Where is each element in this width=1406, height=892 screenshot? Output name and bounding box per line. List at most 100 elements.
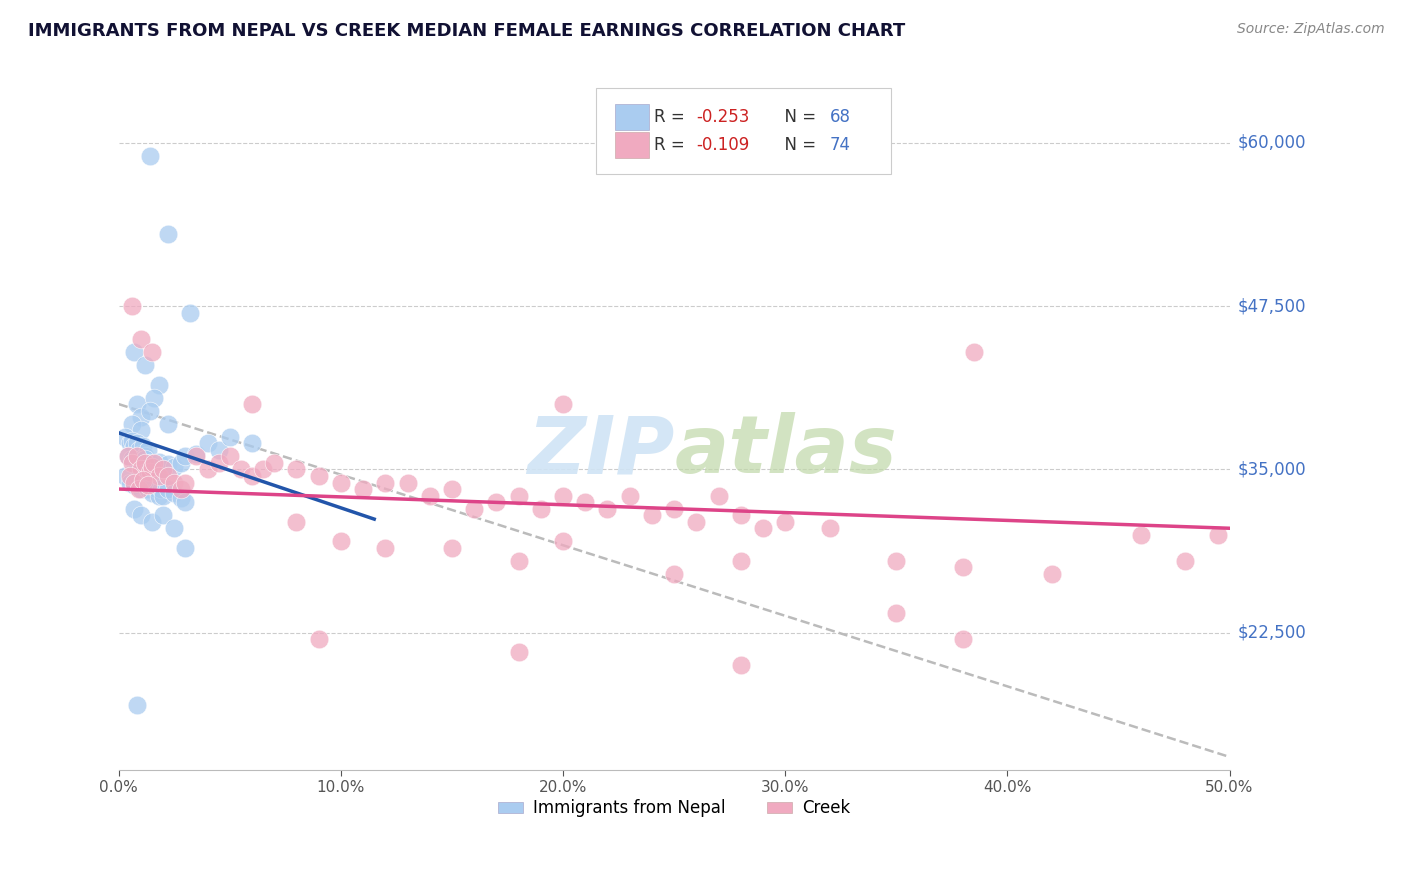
- Point: [508, 554, 530, 568]
- Bar: [616, 103, 648, 130]
- Point: [285, 515, 308, 529]
- Point: [129, 462, 152, 476]
- Point: [574, 495, 596, 509]
- Point: [139, 475, 162, 490]
- Point: [440, 541, 463, 555]
- Point: [285, 462, 308, 476]
- Point: [117, 450, 139, 464]
- Point: [152, 462, 174, 476]
- Point: [125, 698, 148, 712]
- Point: [508, 489, 530, 503]
- Point: [139, 403, 162, 417]
- Text: -0.253: -0.253: [696, 108, 749, 126]
- Point: [174, 450, 197, 464]
- Point: [662, 501, 685, 516]
- Point: [128, 442, 150, 457]
- Point: [662, 566, 685, 581]
- Point: [125, 473, 148, 487]
- Point: [440, 482, 463, 496]
- Point: [1129, 528, 1152, 542]
- Text: atlas: atlas: [673, 412, 897, 491]
- Point: [685, 515, 707, 529]
- Point: [1208, 528, 1230, 542]
- Point: [641, 508, 664, 523]
- Point: [329, 534, 352, 549]
- Point: [208, 456, 231, 470]
- Point: [129, 459, 152, 474]
- Point: [156, 469, 179, 483]
- Point: [139, 149, 162, 163]
- Point: [121, 417, 143, 431]
- Point: [308, 469, 330, 483]
- Text: Source: ZipAtlas.com: Source: ZipAtlas.com: [1237, 22, 1385, 37]
- Point: [125, 450, 148, 464]
- Point: [174, 495, 197, 509]
- Point: [114, 469, 136, 483]
- Point: [156, 227, 179, 242]
- Point: [884, 554, 907, 568]
- Point: [163, 475, 186, 490]
- Point: [141, 344, 163, 359]
- Point: [143, 459, 166, 474]
- Point: [124, 475, 146, 490]
- Point: [218, 430, 240, 444]
- Point: [240, 469, 263, 483]
- Point: [129, 410, 152, 425]
- Point: [134, 456, 156, 470]
- Point: [129, 332, 152, 346]
- Point: [145, 482, 167, 496]
- Point: [186, 450, 208, 464]
- Point: [149, 482, 172, 496]
- Point: [1174, 554, 1197, 568]
- Point: [125, 397, 148, 411]
- Point: [1040, 566, 1063, 581]
- Point: [463, 501, 485, 516]
- Point: [963, 344, 986, 359]
- Point: [121, 456, 143, 470]
- Point: [179, 306, 201, 320]
- Point: [121, 434, 143, 448]
- Point: [174, 475, 197, 490]
- Point: [352, 482, 374, 496]
- Text: ZIP: ZIP: [527, 412, 673, 491]
- Point: [141, 459, 163, 474]
- Point: [374, 541, 396, 555]
- Point: [329, 475, 352, 490]
- Point: [148, 377, 170, 392]
- Text: IMMIGRANTS FROM NEPAL VS CREEK MEDIAN FEMALE EARNINGS CORRELATION CHART: IMMIGRANTS FROM NEPAL VS CREEK MEDIAN FE…: [28, 22, 905, 40]
- Point: [156, 417, 179, 431]
- Text: $60,000: $60,000: [1237, 134, 1306, 152]
- Point: [148, 455, 170, 469]
- Point: [129, 423, 152, 437]
- Point: [218, 450, 240, 464]
- Point: [163, 459, 186, 474]
- Text: $35,000: $35,000: [1237, 460, 1306, 478]
- Point: [485, 495, 508, 509]
- Point: [156, 457, 179, 471]
- Point: [121, 299, 143, 313]
- Point: [132, 475, 155, 490]
- Point: [118, 475, 141, 490]
- Point: [129, 508, 152, 523]
- Point: [174, 541, 197, 555]
- Point: [707, 489, 730, 503]
- Legend: Immigrants from Nepal, Creek: Immigrants from Nepal, Creek: [491, 793, 858, 824]
- Point: [170, 482, 193, 496]
- Text: R =: R =: [654, 108, 690, 126]
- Point: [263, 456, 285, 470]
- Point: [508, 645, 530, 659]
- Point: [730, 508, 752, 523]
- Point: [229, 462, 252, 476]
- Point: [773, 515, 796, 529]
- Point: [143, 456, 166, 470]
- Point: [136, 442, 159, 457]
- Point: [197, 436, 219, 450]
- Point: [730, 658, 752, 673]
- Point: [143, 478, 166, 492]
- Point: [152, 508, 174, 523]
- Text: 74: 74: [830, 136, 851, 154]
- Text: -0.109: -0.109: [696, 136, 749, 154]
- Point: [141, 486, 163, 500]
- Point: [197, 462, 219, 476]
- Point: [252, 462, 274, 476]
